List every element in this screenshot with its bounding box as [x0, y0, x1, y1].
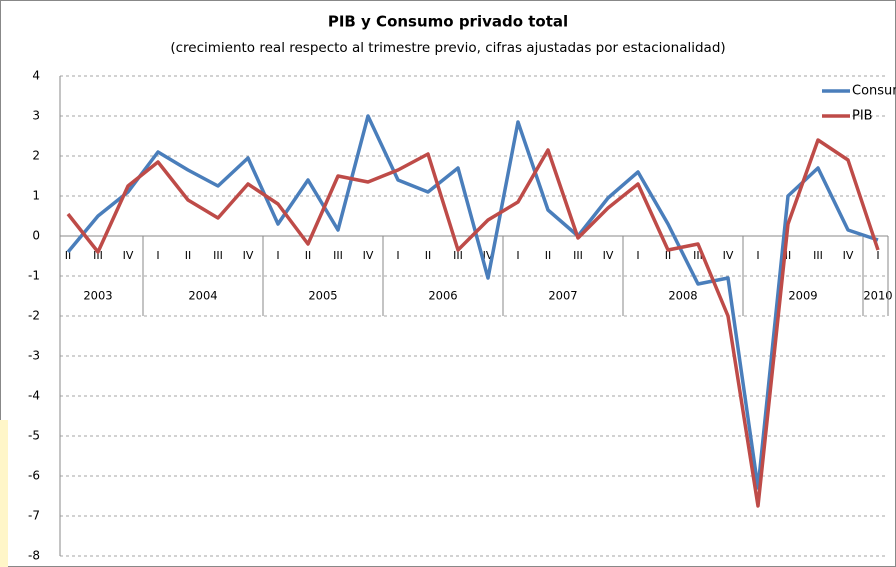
- x-tick-label: I: [396, 249, 399, 262]
- year-label: 2005: [308, 289, 337, 303]
- y-tick-label: -5: [28, 429, 40, 443]
- year-label: 2010: [863, 289, 892, 303]
- x-tick-label: IV: [843, 249, 854, 262]
- x-tick-label: I: [516, 249, 519, 262]
- x-tick-label: I: [276, 249, 279, 262]
- y-tick-label: -6: [28, 469, 40, 483]
- year-label: 2004: [188, 289, 217, 303]
- y-tick-label: -7: [28, 509, 40, 523]
- x-tick-label: I: [756, 249, 759, 262]
- x-tick-label: IV: [363, 249, 374, 262]
- x-tick-label: I: [876, 249, 879, 262]
- x-tick-label: IV: [723, 249, 734, 262]
- chart-subtitle: (crecimiento real respecto al trimestre …: [170, 40, 725, 56]
- x-tick-label: III: [213, 249, 223, 262]
- x-tick-label: III: [573, 249, 583, 262]
- x-tick-label: IV: [243, 249, 254, 262]
- year-label: 2008: [668, 289, 697, 303]
- x-tick-label: II: [545, 249, 552, 262]
- x-tick-label: III: [813, 249, 823, 262]
- y-tick-label: -1: [28, 269, 40, 283]
- chart-title: PIB y Consumo privado total: [328, 13, 568, 31]
- x-tick-label: II: [785, 249, 792, 262]
- x-tick-label: IV: [603, 249, 614, 262]
- y-tick-label: 4: [32, 69, 40, 83]
- x-tick-label: II: [185, 249, 192, 262]
- y-tick-label: 3: [32, 109, 40, 123]
- series-line: [66, 114, 879, 490]
- y-tick-label: -8: [28, 549, 40, 563]
- side-strip: [0, 420, 8, 567]
- x-tick-label: II: [305, 249, 312, 262]
- x-tick-label: IV: [483, 249, 494, 262]
- x-tick-label: III: [93, 249, 103, 262]
- y-tick-label: 1: [32, 189, 40, 203]
- y-tick-label: 2: [32, 149, 40, 163]
- x-tick-label: I: [636, 249, 639, 262]
- year-label: 2003: [83, 289, 112, 303]
- x-tick-label: III: [333, 249, 343, 262]
- legend-label: PIB: [852, 109, 873, 124]
- x-tick-label: I: [156, 249, 159, 262]
- y-tick-label: -4: [28, 389, 40, 403]
- year-label: 2009: [788, 289, 817, 303]
- y-tick-label: 0: [32, 229, 40, 243]
- x-tick-label: III: [453, 249, 463, 262]
- y-tick-label: -2: [28, 309, 40, 323]
- x-tick-label: II: [665, 249, 672, 262]
- x-tick-label: III: [693, 249, 703, 262]
- x-tick-label: II: [65, 249, 72, 262]
- x-tick-label: II: [425, 249, 432, 262]
- legend-label: Consumo: [852, 84, 896, 99]
- year-label: 2006: [428, 289, 457, 303]
- series-line: [66, 138, 880, 508]
- y-tick-label: -3: [28, 349, 40, 363]
- x-tick-label: IV: [123, 249, 134, 262]
- year-label: 2007: [548, 289, 577, 303]
